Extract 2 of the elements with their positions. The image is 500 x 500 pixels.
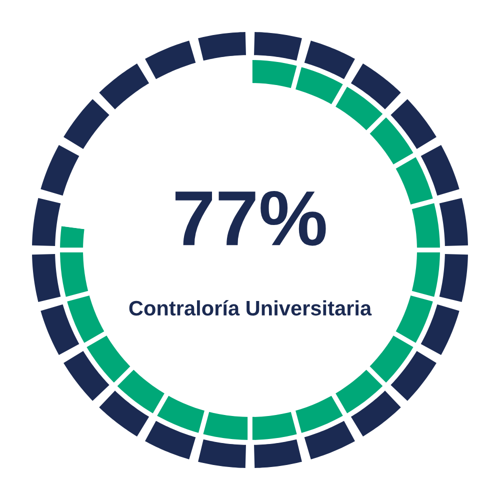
- text: Contraloría Universitaria: [129, 300, 372, 316]
- data-label: 77%: [176, 190, 326, 246]
